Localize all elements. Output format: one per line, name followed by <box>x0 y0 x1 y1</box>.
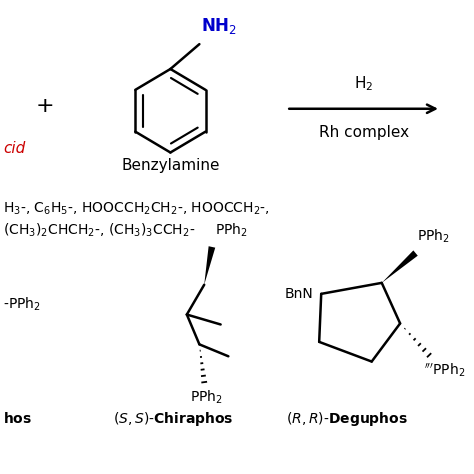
Text: Rh complex: Rh complex <box>319 125 409 140</box>
Text: PPh$_2$: PPh$_2$ <box>418 228 450 245</box>
Text: H$_2$: H$_2$ <box>354 74 373 93</box>
Text: +: + <box>36 96 54 116</box>
Polygon shape <box>382 250 418 283</box>
Text: $\mathit{(R,R)}$-$\mathbf{Deguphos}$: $\mathit{(R,R)}$-$\mathbf{Deguphos}$ <box>286 410 408 428</box>
Text: (CH$_3$)$_2$CHCH$_2$-, (CH$_3$)$_3$CCH$_2$-: (CH$_3$)$_2$CHCH$_2$-, (CH$_3$)$_3$CCH$_… <box>3 222 196 239</box>
Text: PPh$_2$: PPh$_2$ <box>215 221 248 239</box>
Text: $^{\prime\prime\prime}$PPh$_2$: $^{\prime\prime\prime}$PPh$_2$ <box>424 361 466 379</box>
Polygon shape <box>204 246 215 285</box>
Text: cid: cid <box>3 141 26 156</box>
Text: H$_3$-, C$_6$H$_5$-, HOOCCH$_2$CH$_2$-, HOOCCH$_2$-,: H$_3$-, C$_6$H$_5$-, HOOCCH$_2$CH$_2$-, … <box>3 200 270 217</box>
Text: PPh$_2$: PPh$_2$ <box>190 388 223 406</box>
Text: $\mathit{(S,S)}$-$\mathbf{Chiraphos}$: $\mathit{(S,S)}$-$\mathbf{Chiraphos}$ <box>113 410 234 428</box>
Text: -PPh$_2$: -PPh$_2$ <box>3 296 41 313</box>
Text: Benzylamine: Benzylamine <box>121 158 219 173</box>
Text: $\mathbf{hos}$: $\mathbf{hos}$ <box>3 411 32 427</box>
Text: NH$_2$: NH$_2$ <box>201 16 237 36</box>
Text: BnN: BnN <box>285 287 313 301</box>
